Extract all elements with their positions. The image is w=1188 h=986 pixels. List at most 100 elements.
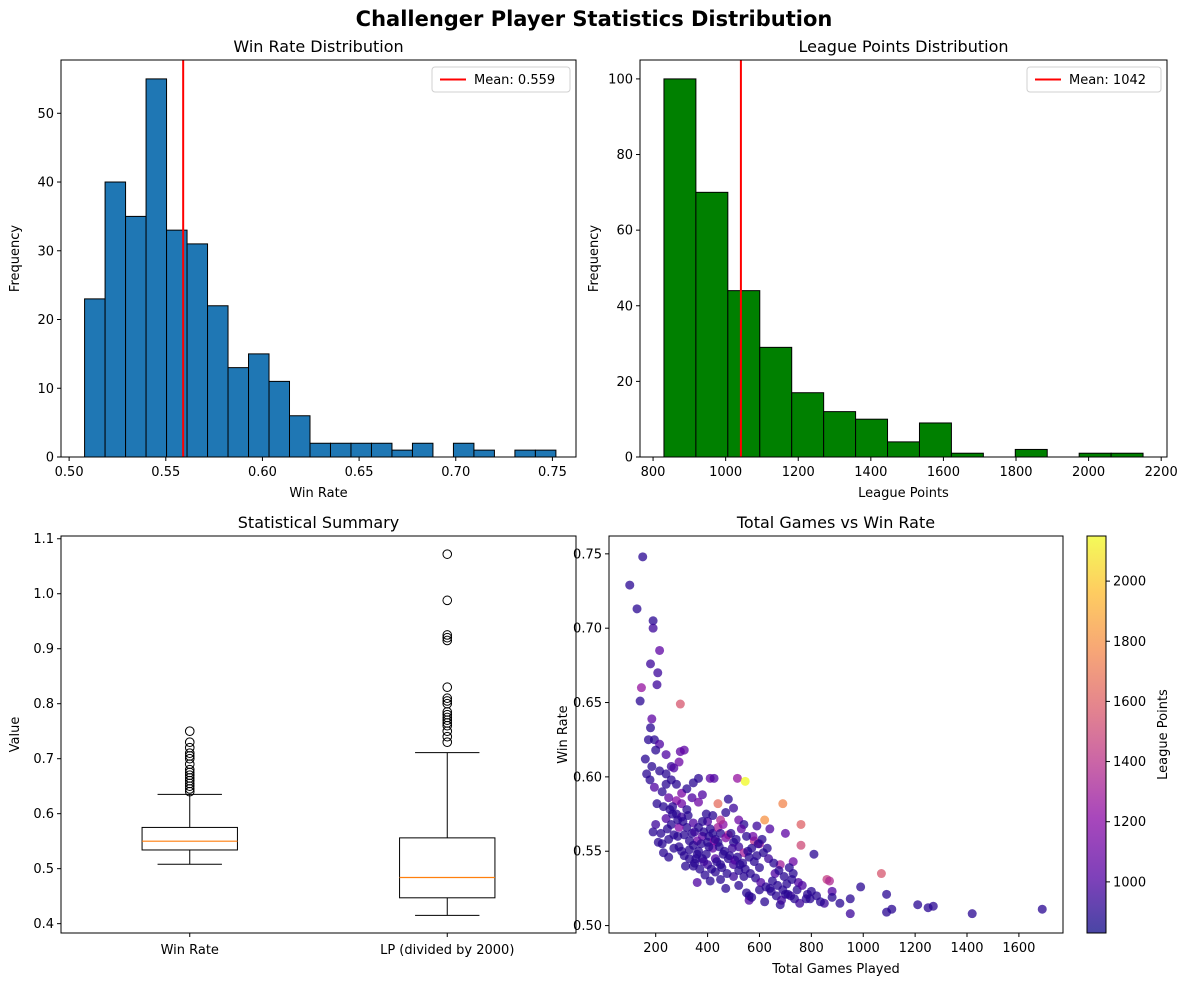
scatter-point [731, 834, 741, 844]
histogram-bar [268, 380, 291, 458]
scatter-point [777, 895, 787, 905]
x-tick-label: 1400 [854, 465, 887, 480]
scatter-point [713, 799, 723, 809]
y-tick-label: 0.6 [33, 807, 54, 822]
histogram-bar [759, 346, 793, 458]
scatter-point [694, 846, 704, 856]
histogram-bar [370, 442, 393, 458]
scatter-point [705, 876, 715, 886]
scatter-point [760, 815, 770, 825]
histogram-bar [207, 305, 229, 458]
y-tick-label: 0.9 [33, 642, 54, 657]
x-axis-label: Win Rate [289, 486, 347, 501]
scatter-point [677, 799, 687, 809]
scatter-point [701, 849, 711, 859]
x-tick-label: Win Rate [161, 943, 219, 958]
scatter-point [722, 869, 732, 879]
histogram-bar [534, 449, 557, 458]
scatter-point [825, 876, 835, 886]
panel-title: Total Games vs Win Rate [736, 513, 935, 532]
colorbar-tick-label: 1000 [1113, 875, 1146, 890]
y-tick-label: 0.50 [573, 919, 602, 934]
x-tick-label: 600 [747, 941, 772, 956]
histogram-bar [391, 449, 413, 458]
scatter-point [752, 821, 762, 831]
scatter-point [717, 863, 727, 873]
scatter-point [658, 848, 668, 858]
outlier-point [184, 748, 195, 758]
scatter-point [664, 793, 674, 803]
scatter-point [721, 808, 731, 818]
axes-frame [608, 535, 1064, 934]
scatter-point [688, 840, 698, 850]
y-tick-label: 1.1 [33, 532, 54, 547]
scatter-point [661, 814, 671, 824]
scatter-point [762, 843, 772, 853]
histogram-bar [887, 441, 920, 458]
scatter-point [805, 894, 815, 904]
y-tick-label: 0.5 [33, 862, 54, 877]
scatter-point [706, 864, 716, 874]
histogram-bar [452, 442, 475, 458]
y-tick-label: 0.8 [33, 697, 54, 712]
x-tick-label: 2200 [1145, 465, 1178, 480]
scatter-point [661, 750, 671, 760]
x-tick-label: 1800 [999, 465, 1032, 480]
panel-title: League Points Distribution [799, 37, 1009, 56]
scatter-point [747, 843, 757, 853]
outlier-point [442, 630, 453, 640]
scatter-point [797, 880, 807, 890]
outlier-point [442, 595, 453, 606]
outlier-point [184, 726, 195, 737]
histogram-bar [411, 442, 434, 458]
scatter-point [778, 799, 788, 809]
axes-frame [60, 59, 577, 458]
y-axis-label: Frequency [8, 225, 23, 292]
histogram-bar [309, 442, 331, 458]
scatter-point [796, 840, 806, 850]
games-vs-winrate-scatter: Total Games vs Win Rate Total Games Playe… [556, 513, 1064, 977]
histogram-bar [248, 353, 270, 458]
scatter-point [845, 909, 855, 919]
panel-title: Statistical Summary [238, 513, 399, 532]
scatter-point [752, 851, 762, 861]
outlier-point [442, 682, 453, 693]
scatter-point [928, 901, 938, 911]
scatter-point [732, 852, 742, 862]
scatter-point [635, 696, 645, 706]
scatter-point [741, 831, 751, 841]
scatter-point [647, 761, 657, 771]
histogram-bar [823, 411, 857, 458]
scatter-point [845, 894, 855, 904]
y-tick-label: 40 [616, 299, 633, 314]
scatter-point [674, 757, 684, 767]
histogram-bar [186, 243, 209, 458]
outlier-point [442, 712, 453, 723]
histogram-bar [227, 367, 250, 458]
outlier-point [442, 737, 453, 747]
histogram-bar [1110, 452, 1144, 458]
histogram-bar [145, 78, 168, 458]
colorbar-label: League Points [1156, 689, 1171, 780]
outlier-point [442, 549, 453, 559]
scatter-point [656, 828, 666, 838]
y-tick-label: 100 [608, 72, 633, 87]
x-tick-label: 0.70 [441, 465, 470, 480]
scatter-point [655, 645, 665, 655]
scatter-point [780, 828, 790, 838]
y-axis-label: Frequency [587, 225, 602, 292]
legend-label: Mean: 0.559 [474, 73, 555, 88]
scatter-point [684, 854, 694, 864]
x-tick-label: LP (divided by 2000) [380, 943, 514, 958]
scatter-point [648, 616, 658, 626]
histogram-bar [855, 418, 889, 458]
scatter-point [669, 763, 679, 773]
scatter-point [712, 857, 722, 867]
scatter-point [669, 843, 679, 853]
scatter-point [657, 787, 667, 797]
x-tick-label: 200 [643, 941, 668, 956]
scatter-point [681, 861, 691, 871]
outlier-point [442, 693, 453, 704]
scatter-point [664, 834, 674, 844]
x-tick-label: 1600 [927, 465, 960, 480]
